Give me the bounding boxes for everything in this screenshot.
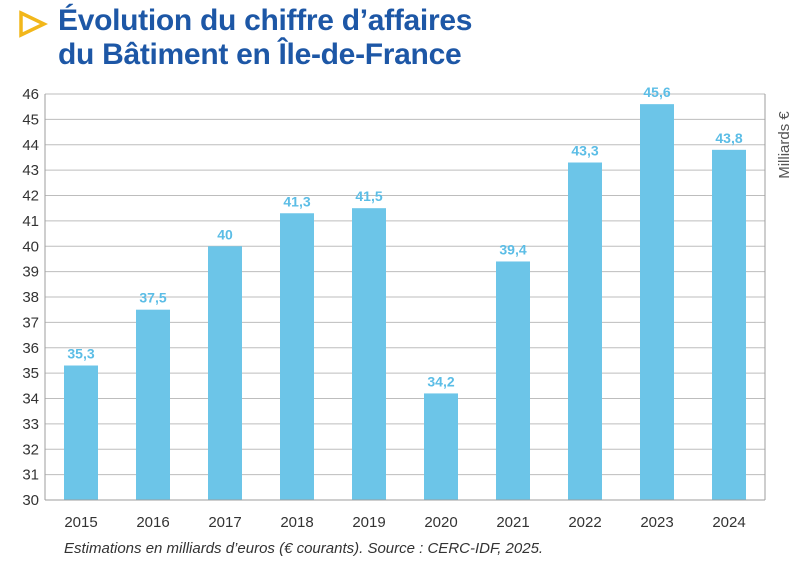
y-tick-label: 37	[22, 314, 39, 331]
x-tick-label-2024: 2024	[712, 514, 745, 531]
bar-2016	[136, 309, 170, 500]
data-label-2018: 41,3	[283, 193, 310, 209]
data-label-2015: 35,3	[67, 346, 94, 362]
bar-2019	[352, 208, 386, 500]
y-tick-label: 34	[22, 391, 39, 408]
value-labels: 35,3 37,5 40 41,3 41,5 34,2 39,4 43,3 45,6 43,8	[67, 84, 742, 389]
y-tick-label: 36	[22, 340, 39, 357]
x-tick-label-2021: 2021	[496, 514, 529, 531]
chart-caption: Estimations en milliards d’euros (€ cour…	[64, 540, 544, 557]
play-arrow-icon	[19, 10, 48, 38]
chart-title-line-2: du Bâtiment en Île-de-France	[58, 38, 462, 71]
y-tick-label: 32	[22, 441, 39, 458]
x-tick-label-2017: 2017	[208, 514, 241, 531]
data-label-2024: 43,8	[715, 130, 742, 146]
y-tick-label: 45	[22, 111, 39, 128]
bars	[64, 104, 746, 501]
x-tick-label-2023: 2023	[640, 514, 673, 531]
y-tick-label: 44	[22, 137, 39, 154]
y-axis-label: Milliards €	[776, 111, 793, 179]
y-tick-label: 41	[22, 213, 39, 230]
bar-2023	[640, 104, 674, 501]
x-tick-label-2020: 2020	[424, 514, 457, 531]
data-label-2022: 43,3	[571, 143, 598, 159]
bar-2015	[64, 365, 98, 500]
bar-2017	[208, 246, 242, 500]
y-tick-label: 46	[22, 86, 39, 103]
bar-2020	[424, 393, 458, 500]
y-tick-label: 38	[22, 289, 39, 306]
x-tick-label-2018: 2018	[280, 514, 313, 531]
y-tick-label: 35	[22, 365, 39, 382]
bar-2021	[496, 261, 530, 500]
y-tick-label: 39	[22, 264, 39, 281]
bar-2018	[280, 213, 314, 500]
x-tick-label-2016: 2016	[136, 514, 169, 531]
y-tick-label: 43	[22, 162, 39, 179]
bar-2022	[568, 162, 602, 500]
axes: 30 31 32 33 34 35 36 37 38 39 40 41 42 43 44 45 46 2015 20…	[22, 86, 793, 531]
y-tick-label: 42	[22, 188, 39, 205]
x-tick-label-2019: 2019	[352, 514, 385, 531]
chart-title-line-1: Évolution du chiffre d’affaires	[58, 4, 473, 37]
y-tick-label: 31	[22, 467, 39, 484]
x-tick-label-2022: 2022	[568, 514, 601, 531]
data-label-2016: 37,5	[139, 290, 166, 306]
data-label-2019: 41,5	[355, 188, 382, 204]
data-label-2017: 40	[217, 226, 233, 242]
data-label-2020: 34,2	[427, 373, 454, 389]
data-label-2023: 45,6	[643, 84, 670, 100]
x-tick-label-2015: 2015	[64, 514, 97, 531]
bar-2024	[712, 149, 746, 500]
y-tick-label: 30	[22, 492, 39, 509]
y-tick-label: 40	[22, 238, 39, 255]
chart-title: Évolution du chiffre d’affaires du Bâtim…	[58, 4, 778, 72]
data-label-2021: 39,4	[499, 241, 526, 257]
y-tick-label: 33	[22, 416, 39, 433]
